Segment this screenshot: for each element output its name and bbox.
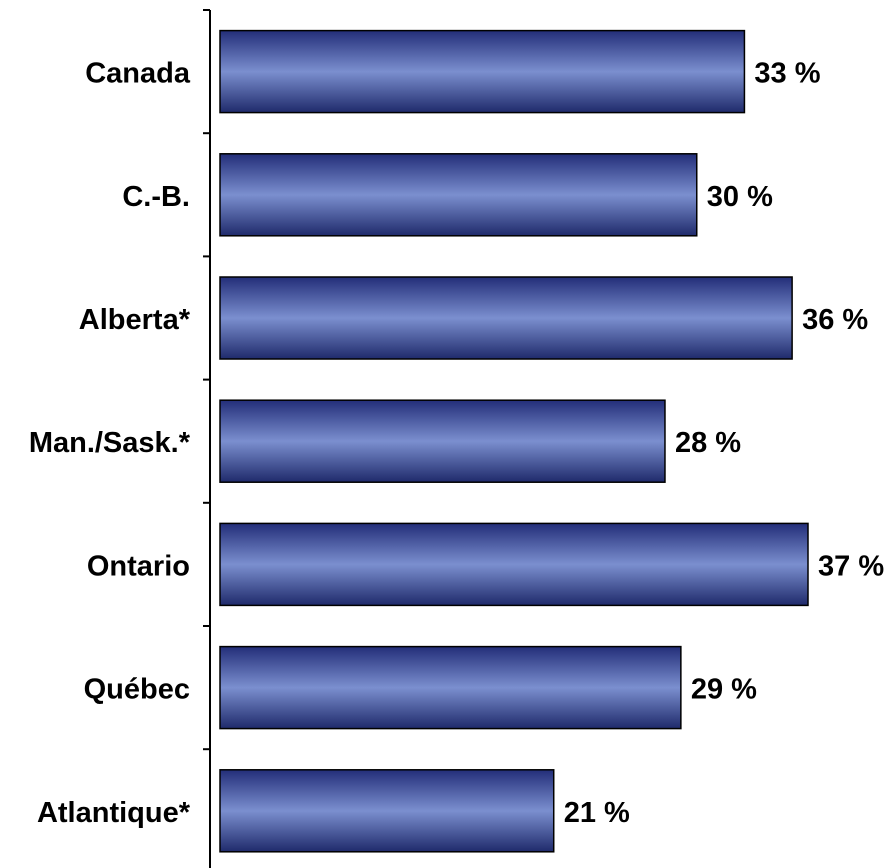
bar	[219, 769, 555, 853]
category-label: Québec	[84, 674, 190, 706]
category-label: Atlantique*	[37, 797, 191, 829]
value-label: 30 %	[707, 181, 773, 213]
category-label: Ontario	[87, 550, 190, 582]
value-label: 33 %	[754, 58, 820, 90]
category-label: C.-B.	[122, 181, 190, 213]
category-label: Alberta*	[79, 304, 191, 336]
bar	[219, 29, 746, 114]
bar	[219, 399, 666, 483]
category-label: Canada	[85, 58, 191, 90]
value-label: 21 %	[564, 797, 630, 829]
category-label: Man./Sask.*	[29, 427, 191, 459]
bar	[219, 522, 809, 607]
plot-area: Canada 33 % C.-B. 30 % Alberta* 36 % Man./Sask…	[29, 9, 884, 868]
value-label: 36 %	[802, 304, 868, 336]
value-label: 28 %	[675, 427, 741, 459]
bar	[219, 645, 682, 730]
bar	[219, 153, 698, 237]
value-label: 29 %	[691, 674, 757, 706]
bar	[219, 276, 793, 360]
value-label: 37 %	[818, 550, 884, 582]
